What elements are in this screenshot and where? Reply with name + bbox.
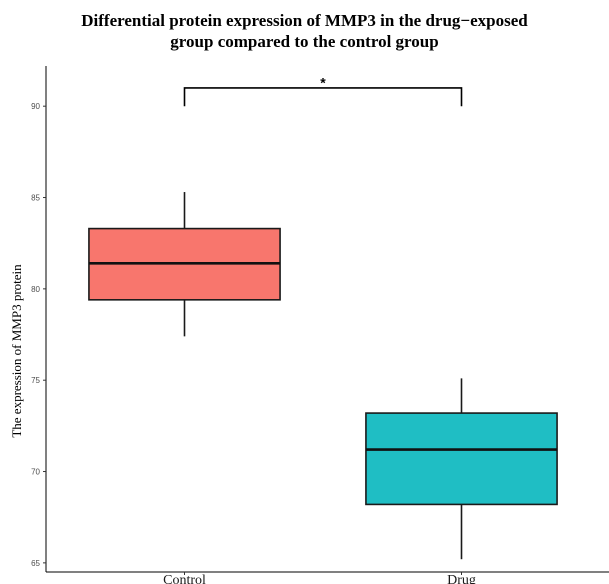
box-body <box>365 412 558 506</box>
significance-bracket <box>183 87 463 107</box>
y-tick-label: 80 <box>31 285 40 294</box>
y-axis-title: The expression of MMP3 protein <box>9 264 24 438</box>
x-tick-label: Control <box>163 573 206 584</box>
y-tick-label: 85 <box>31 194 40 203</box>
significance-label: * <box>320 74 326 90</box>
y-tick-label: 65 <box>31 559 40 568</box>
boxes <box>88 192 558 560</box>
box-drug <box>365 378 558 560</box>
x-tick-label: Drug <box>447 573 476 584</box>
box-control <box>88 192 281 337</box>
y-tick-label: 90 <box>31 102 40 111</box>
chart-title-line-2: group compared to the control group <box>170 32 439 51</box>
y-tick-label: 75 <box>31 376 40 385</box>
chart-title-line-1: Differential protein expression of MMP3 … <box>81 11 528 30</box>
chart-title: Differential protein expression of MMP3 … <box>0 10 609 52</box>
significance-annotation: * <box>183 74 463 107</box>
y-tick-label: 70 <box>31 468 40 477</box>
axes: 65 70 75 80 85 90 Control Drug <box>31 66 609 584</box>
